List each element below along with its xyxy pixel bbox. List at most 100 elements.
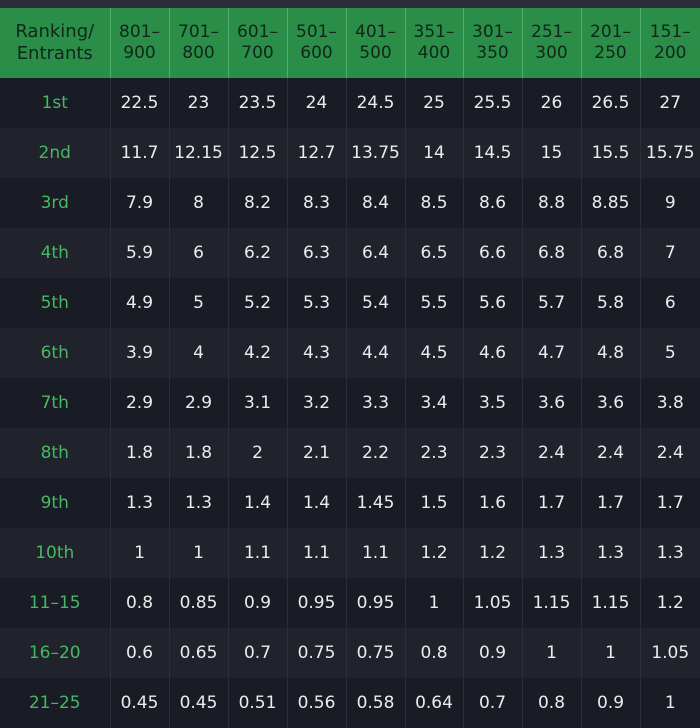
- points-cell: 15.75: [640, 128, 700, 178]
- column-header-line: 250: [594, 43, 627, 63]
- points-cell: 6.2: [228, 228, 288, 278]
- rank-label: 2nd: [0, 128, 111, 178]
- points-cell: 1.8: [169, 428, 229, 478]
- points-cell: 1.7: [581, 478, 641, 528]
- column-header-line: 151–: [649, 22, 691, 42]
- points-cell: 0.65: [169, 628, 229, 678]
- points-cell: 4.7: [522, 328, 582, 378]
- points-cell: 4.6: [463, 328, 523, 378]
- points-cell: 3.5: [463, 378, 523, 428]
- column-header-line: 701–: [178, 22, 219, 42]
- table-row: 4th 5.9 6 6.2 6.3 6.4 6.5 6.6 6.8 6.8 7: [0, 228, 700, 278]
- points-cell: 4: [169, 328, 229, 378]
- column-header-line: 300: [535, 43, 568, 63]
- rank-label: 1st: [0, 78, 111, 128]
- points-cell: 1.3: [169, 478, 229, 528]
- column-header-entrants: 301– 350: [463, 8, 523, 78]
- points-cell: 1.15: [522, 578, 582, 628]
- points-cell: 3.2: [287, 378, 347, 428]
- points-cell: 3.9: [110, 328, 170, 378]
- points-cell: 3.3: [346, 378, 406, 428]
- points-cell: 6.3: [287, 228, 347, 278]
- points-cell: 0.75: [346, 628, 406, 678]
- points-cell: 0.7: [228, 628, 288, 678]
- rank-label: 8th: [0, 428, 111, 478]
- points-cell: 4.2: [228, 328, 288, 378]
- points-cell: 8.8: [522, 178, 582, 228]
- rank-label: 5th: [0, 278, 111, 328]
- points-cell: 0.45: [169, 678, 229, 728]
- points-cell: 2.2: [346, 428, 406, 478]
- points-cell: 1.4: [287, 478, 347, 528]
- points-cell: 1: [522, 628, 582, 678]
- column-header-line: 800: [182, 43, 215, 63]
- corner-header-line: Entrants: [16, 43, 93, 64]
- points-cell: 1: [110, 528, 170, 578]
- column-header-entrants: 151– 200: [640, 8, 700, 78]
- points-cell: 0.95: [287, 578, 347, 628]
- points-cell: 2.3: [463, 428, 523, 478]
- points-cell: 14.5: [463, 128, 523, 178]
- table-row: 6th 3.9 4 4.2 4.3 4.4 4.5 4.6 4.7 4.8 5: [0, 328, 700, 378]
- points-cell: 2.9: [110, 378, 170, 428]
- points-cell: 1.7: [640, 478, 700, 528]
- column-header-line: 251–: [531, 22, 572, 42]
- table-row: 8th 1.8 1.8 2 2.1 2.2 2.3 2.3 2.4 2.4 2.4: [0, 428, 700, 478]
- corner-header: Ranking/ Entrants: [0, 8, 111, 78]
- points-cell: 22.5: [110, 78, 170, 128]
- column-header-entrants: 251– 300: [522, 8, 582, 78]
- column-header-line: 600: [300, 43, 333, 63]
- points-cell: 26.5: [581, 78, 641, 128]
- table-row: 5th 4.9 5 5.2 5.3 5.4 5.5 5.6 5.7 5.8 6: [0, 278, 700, 328]
- points-cell: 8.5: [405, 178, 464, 228]
- points-cell: 0.51: [228, 678, 288, 728]
- points-cell: 1.2: [405, 528, 464, 578]
- points-cell: 4.8: [581, 328, 641, 378]
- points-cell: 15.5: [581, 128, 641, 178]
- points-cell: 2: [228, 428, 288, 478]
- points-cell: 1.6: [463, 478, 523, 528]
- points-cell: 0.85: [169, 578, 229, 628]
- points-cell: 4.3: [287, 328, 347, 378]
- column-header-entrants: 201– 250: [581, 8, 641, 78]
- rank-label: 21–25: [0, 678, 111, 728]
- column-header-line: 350: [476, 43, 509, 63]
- rank-label: 11–15: [0, 578, 111, 628]
- points-cell: 2.4: [522, 428, 582, 478]
- table-header: Ranking/ Entrants 801– 900 701– 800 601– 700 5…: [0, 8, 700, 78]
- points-cell: 8.4: [346, 178, 406, 228]
- column-header-line: 501–: [296, 22, 337, 42]
- column-header-entrants: 701– 800: [169, 8, 229, 78]
- points-cell: 12.15: [169, 128, 229, 178]
- points-cell: 3.6: [581, 378, 641, 428]
- points-cell: 8: [169, 178, 229, 228]
- points-cell: 5: [169, 278, 229, 328]
- points-cell: 5.8: [581, 278, 641, 328]
- points-cell: 1.8: [110, 428, 170, 478]
- points-cell: 6.6: [463, 228, 523, 278]
- points-cell: 9: [640, 178, 700, 228]
- rank-label: 7th: [0, 378, 111, 428]
- column-header-line: 700: [241, 43, 274, 63]
- points-cell: 0.45: [110, 678, 170, 728]
- points-cell: 6.8: [522, 228, 582, 278]
- points-cell: 1.3: [581, 528, 641, 578]
- table-row: 3rd 7.9 8 8.2 8.3 8.4 8.5 8.6 8.8 8.85 9: [0, 178, 700, 228]
- column-header-line: 351–: [413, 22, 455, 42]
- table-row: 16–20 0.6 0.65 0.7 0.75 0.75 0.8 0.9 1 1 1.05: [0, 628, 700, 678]
- points-cell: 5.9: [110, 228, 170, 278]
- points-cell: 1.7: [522, 478, 582, 528]
- points-cell: 4.9: [110, 278, 170, 328]
- table-row: 11–15 0.8 0.85 0.9 0.95 0.95 1 1.05 1.15 1.15 1.2: [0, 578, 700, 628]
- points-cell: 1: [169, 528, 229, 578]
- table-body: 1st 22.5 23 23.5 24 24.5 25 25.5 26 26.5 27 2nd 11.7…: [0, 78, 700, 728]
- points-cell: 15: [522, 128, 582, 178]
- column-header-line: 401–: [355, 22, 396, 42]
- table-row: 9th 1.3 1.3 1.4 1.4 1.45 1.5 1.6 1.7 1.7 1.7: [0, 478, 700, 528]
- points-cell: 1.05: [640, 628, 700, 678]
- points-cell: 13.75: [346, 128, 406, 178]
- rank-label: 10th: [0, 528, 111, 578]
- rank-label: 9th: [0, 478, 111, 528]
- points-cell: 0.58: [346, 678, 406, 728]
- points-cell: 0.8: [522, 678, 582, 728]
